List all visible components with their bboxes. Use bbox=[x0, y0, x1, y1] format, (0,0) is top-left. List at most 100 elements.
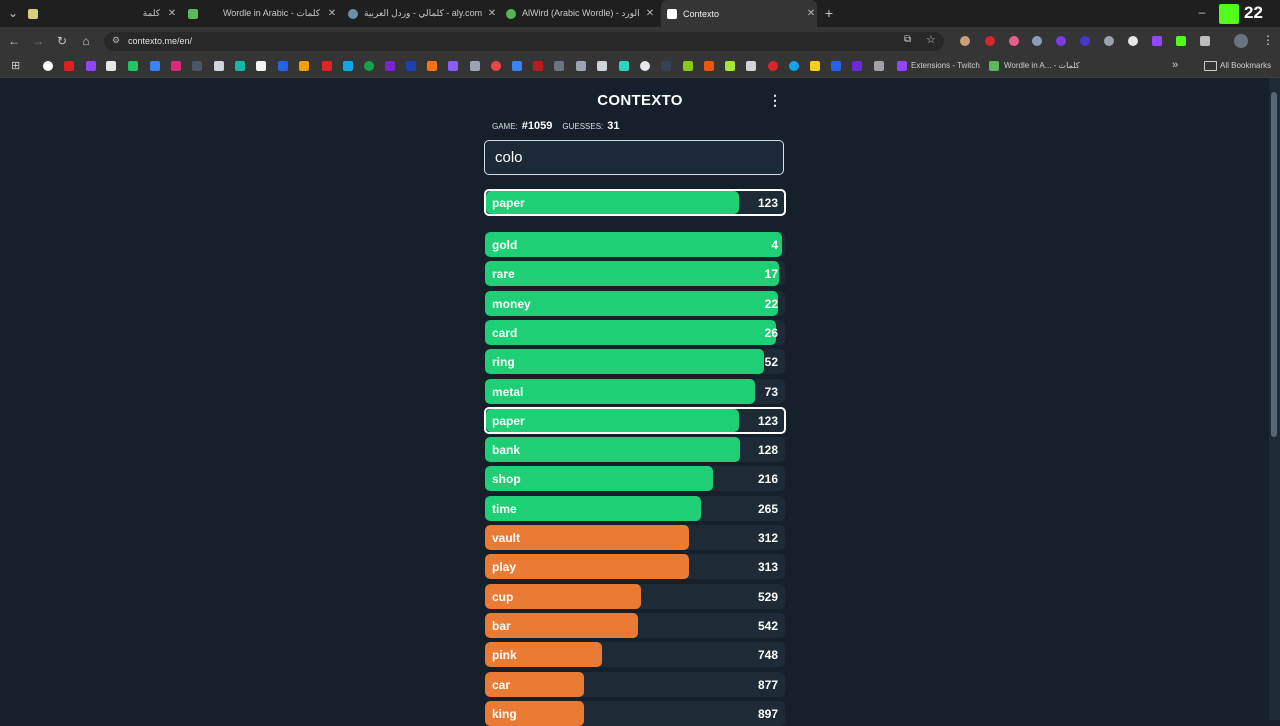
kalima-favicon-icon bbox=[28, 8, 38, 19]
forward-icon[interactable]: → bbox=[32, 34, 44, 48]
extension-icon[interactable] bbox=[985, 36, 995, 46]
back-icon[interactable]: ← bbox=[8, 34, 20, 48]
game-info: GAME: #1059 GUESSES: 31 bbox=[492, 120, 620, 132]
bookmark-icon[interactable] bbox=[278, 61, 288, 71]
tab-kalmali[interactable]: كلمالي - وردل العربية - aly.com ✕ bbox=[348, 0, 498, 27]
extension-icon[interactable] bbox=[1009, 36, 1019, 46]
bookmark-extensions-twitch[interactable]: Extensions - Twitch bbox=[911, 61, 980, 70]
extensions-puzzle-icon[interactable] bbox=[1200, 36, 1210, 46]
bookmark-icon[interactable] bbox=[683, 61, 693, 71]
close-tab-icon[interactable]: ✕ bbox=[645, 8, 655, 19]
guess-rank: 748 bbox=[757, 648, 778, 663]
bookmark-icon[interactable] bbox=[554, 61, 564, 71]
site-info-icon[interactable]: ⚙ bbox=[112, 35, 121, 45]
bookmark-icon[interactable] bbox=[768, 61, 778, 71]
game-label: GAME: bbox=[492, 122, 518, 131]
close-tab-icon[interactable]: ✕ bbox=[327, 8, 337, 19]
bookmark-icon[interactable] bbox=[256, 61, 266, 71]
guess-word: bank bbox=[492, 443, 521, 458]
wordle-favicon-icon bbox=[188, 8, 198, 19]
guess-row: gold 4 bbox=[485, 232, 785, 257]
guess-row: king 897 bbox=[485, 700, 785, 726]
profile-avatar-icon[interactable] bbox=[1234, 34, 1248, 48]
google-bookmark-icon[interactable] bbox=[43, 61, 53, 71]
bookmark-icon[interactable] bbox=[746, 61, 756, 71]
tab-contexto[interactable]: Contexto ✕ bbox=[661, 0, 817, 27]
bookmark-icon[interactable] bbox=[597, 61, 607, 71]
bookmark-icon[interactable] bbox=[704, 61, 714, 71]
guess-word: paper bbox=[492, 196, 525, 210]
bookmark-icon[interactable] bbox=[831, 61, 841, 71]
extension-icon[interactable] bbox=[1032, 36, 1042, 46]
contexto-logo[interactable]: CONTEXTO bbox=[597, 92, 683, 109]
bookmark-icon[interactable] bbox=[299, 61, 309, 71]
bookmark-icon[interactable] bbox=[192, 61, 202, 71]
bookmark-icon[interactable] bbox=[874, 61, 884, 71]
browser-menu-icon[interactable]: ⋮ bbox=[1262, 33, 1274, 47]
bookmark-icon[interactable] bbox=[128, 61, 138, 71]
bookmark-icon[interactable] bbox=[448, 61, 458, 71]
bookmark-icon[interactable] bbox=[235, 61, 245, 71]
more-bookmarks-icon[interactable]: » bbox=[1172, 59, 1179, 71]
bookmark-icon[interactable] bbox=[640, 61, 650, 71]
bookmark-icon[interactable] bbox=[512, 61, 522, 71]
extension-icon[interactable] bbox=[1056, 36, 1066, 46]
bookmark-icon[interactable] bbox=[322, 61, 332, 71]
bookmark-icon[interactable] bbox=[661, 61, 671, 71]
extension-icon[interactable] bbox=[1128, 36, 1138, 46]
guess-word: card bbox=[492, 325, 518, 340]
bookmark-wordle-arabic[interactable]: Wordle in A... - كلمات bbox=[1004, 61, 1080, 70]
all-bookmarks-button[interactable]: All Bookmarks bbox=[1220, 61, 1272, 70]
bookmark-icon[interactable] bbox=[171, 61, 181, 71]
bookmark-icon[interactable] bbox=[470, 61, 480, 71]
twitch-bookmark-icon[interactable] bbox=[897, 61, 907, 71]
bookmark-icon[interactable] bbox=[725, 61, 735, 71]
scrollbar-thumb[interactable] bbox=[1271, 92, 1277, 437]
game-menu-icon[interactable]: ⋮ bbox=[768, 92, 782, 108]
tab-title: Wordle in Arabic - كلمات bbox=[222, 8, 320, 18]
youtube-bookmark-icon[interactable] bbox=[64, 61, 74, 71]
game-number: #1059 bbox=[521, 120, 553, 132]
tab-kalima[interactable]: كلمة ✕ bbox=[28, 0, 178, 27]
apps-grid-icon[interactable]: ⊞ bbox=[11, 60, 21, 72]
new-tab-button[interactable]: + bbox=[824, 5, 834, 21]
tab-wordle-arabic[interactable]: Wordle in Arabic - كلمات ✕ bbox=[188, 0, 338, 27]
bookmark-star-icon[interactable]: ☆ bbox=[926, 34, 936, 46]
address-bar[interactable]: ⚙ contexto.me/en/ ⧉ ☆ bbox=[104, 32, 944, 51]
close-tab-icon[interactable]: ✕ bbox=[167, 8, 177, 19]
bookmark-icon[interactable] bbox=[214, 61, 224, 71]
mute-icon[interactable] bbox=[1104, 36, 1114, 46]
twitch-icon[interactable] bbox=[1152, 36, 1162, 46]
bookmark-icon[interactable] bbox=[150, 61, 160, 71]
bookmark-icon[interactable] bbox=[619, 61, 629, 71]
home-icon[interactable]: ⌂ bbox=[82, 34, 90, 48]
bookmark-icon[interactable] bbox=[427, 61, 437, 71]
reload-icon[interactable]: ↻ bbox=[56, 34, 68, 48]
bookmark-icon[interactable] bbox=[810, 61, 820, 71]
bookmarks-bar: ⊞ Extensions - Twitch Wordle in A... - ك… bbox=[0, 56, 1280, 78]
guess-rank: 312 bbox=[757, 531, 778, 545]
bookmark-icon[interactable] bbox=[533, 61, 543, 71]
close-tab-icon[interactable]: ✕ bbox=[487, 8, 497, 19]
bookmark-icon[interactable] bbox=[576, 61, 586, 71]
bookmark-icon[interactable] bbox=[106, 61, 116, 71]
tab-alwird[interactable]: AlWird (Arabic Wordle) - الورد ✕ bbox=[506, 0, 656, 27]
bookmark-icon[interactable] bbox=[406, 61, 416, 71]
bookmark-icon[interactable] bbox=[385, 61, 395, 71]
extension-icon[interactable] bbox=[960, 36, 970, 46]
guess-input[interactable] bbox=[484, 140, 784, 175]
wordle-bookmark-icon[interactable] bbox=[989, 61, 999, 71]
tab-search-icon[interactable]: ⌄ bbox=[7, 6, 19, 20]
close-tab-icon[interactable]: ✕ bbox=[806, 8, 816, 19]
bookmark-icon[interactable] bbox=[364, 61, 374, 71]
extension-icon[interactable] bbox=[1176, 36, 1186, 46]
bookmark-icon[interactable] bbox=[852, 61, 862, 71]
install-app-icon[interactable]: ⧉ bbox=[904, 34, 912, 45]
bookmark-icon[interactable] bbox=[789, 61, 799, 71]
scrollbar[interactable] bbox=[1269, 78, 1280, 720]
extension-icon[interactable] bbox=[1080, 36, 1090, 46]
bookmark-icon[interactable] bbox=[491, 61, 501, 71]
bookmark-icon[interactable] bbox=[343, 61, 353, 71]
bookmark-icon[interactable] bbox=[86, 61, 96, 71]
minimize-icon[interactable]: – bbox=[1198, 5, 1206, 19]
